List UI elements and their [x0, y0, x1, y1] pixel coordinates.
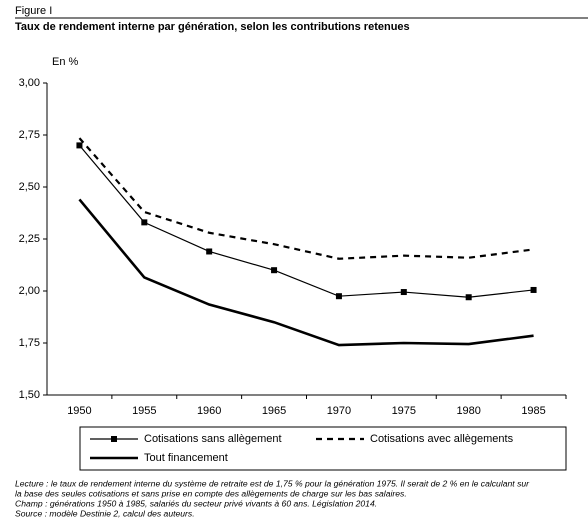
- point-marker: [141, 219, 148, 226]
- y-tick-label: 2,00: [19, 285, 40, 297]
- legend-label: Cotisations avec allègements: [370, 433, 514, 445]
- y-tick-label: 2,25: [19, 233, 40, 245]
- point-marker: [206, 248, 213, 255]
- point-marker: [400, 289, 407, 296]
- x-tick-label: 1960: [197, 405, 221, 417]
- series-line: [78, 137, 534, 260]
- note: Lecture : le taux de rendement interne d…: [15, 478, 530, 488]
- chart-title: Taux de rendement interne par génération…: [15, 21, 410, 33]
- series-line: [78, 198, 534, 347]
- y-axis-label: En %: [52, 56, 79, 68]
- x-tick-label: 1975: [392, 405, 416, 417]
- x-tick-label: 1955: [132, 405, 156, 417]
- x-tick-label: 1970: [327, 405, 351, 417]
- point-marker: [335, 293, 342, 300]
- point-marker: [76, 142, 83, 149]
- x-tick-label: 1950: [67, 405, 91, 417]
- note: Source : modèle Destinie 2, calcul des a…: [15, 508, 195, 518]
- note: Champ : générations 1950 à 1985, salarié…: [15, 498, 377, 508]
- y-tick-label: 2,75: [19, 129, 40, 141]
- x-tick-label: 1965: [262, 405, 286, 417]
- legend-label: Tout financement: [144, 452, 228, 464]
- legend-box: [79, 426, 567, 471]
- y-tick-label: 2,50: [19, 181, 40, 193]
- figure-label: Figure I: [15, 5, 52, 17]
- y-tick-label: 1,75: [19, 337, 40, 349]
- series-line: [78, 145, 534, 298]
- y-tick-label: 3,00: [19, 77, 40, 89]
- legend-marker: [111, 436, 117, 442]
- point-marker: [530, 286, 537, 293]
- point-marker: [465, 294, 472, 301]
- note: la base des seules cotisations et sans p…: [15, 488, 407, 498]
- legend-label: Cotisations sans allègement: [144, 433, 282, 445]
- point-marker: [271, 267, 278, 274]
- x-tick-label: 1980: [456, 405, 480, 417]
- y-tick-label: 1,50: [19, 389, 40, 401]
- x-tick-label: 1985: [521, 405, 545, 417]
